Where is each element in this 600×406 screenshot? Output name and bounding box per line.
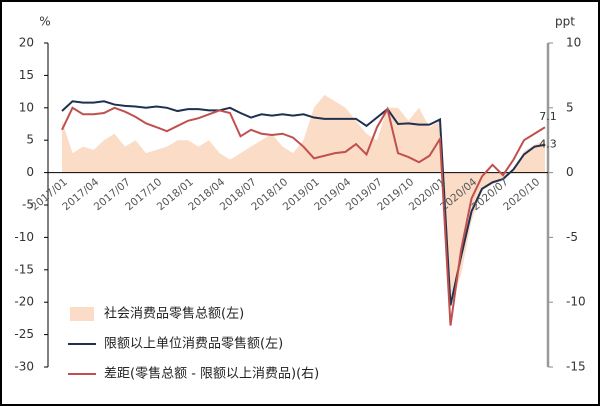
- y-tick-label: 0: [26, 165, 34, 179]
- annotation: 4.3: [539, 138, 557, 151]
- y2-unit: ppt: [555, 15, 575, 29]
- y-tick-label: 15: [19, 68, 34, 82]
- y2-tick-label: 5: [566, 100, 574, 114]
- y-tick-label: 10: [19, 100, 34, 114]
- y-tick-label: -5: [22, 198, 34, 212]
- y-tick-label: 20: [19, 36, 34, 50]
- y2-tick-label: -10: [566, 295, 586, 309]
- area: [62, 94, 545, 306]
- legend-label: 差距(零售总额 - 限额以上消费品)(右): [104, 366, 319, 382]
- y-tick-label: -25: [14, 327, 34, 341]
- y-tick-label: 5: [26, 133, 34, 147]
- y2-tick-label: 0: [566, 165, 574, 179]
- y-tick-label: -10: [14, 230, 34, 244]
- y-tick-label: -15: [14, 262, 34, 276]
- legend-swatch: [70, 307, 94, 321]
- legend-label: 限额以上单位消费品零售额(左): [104, 336, 283, 352]
- y2-tick-label: 10: [566, 36, 581, 50]
- y-tick-label: -20: [14, 295, 34, 309]
- line: [61, 100, 546, 306]
- y-tick-label: -30: [14, 360, 34, 374]
- legend-label: 社会消费品零售总额(左): [104, 306, 244, 322]
- y2-tick-label: -15: [566, 360, 586, 374]
- line: [61, 106, 546, 326]
- y-unit: %: [39, 15, 50, 29]
- annotation: 7.1: [539, 110, 557, 123]
- y2-tick-label: -5: [566, 230, 578, 244]
